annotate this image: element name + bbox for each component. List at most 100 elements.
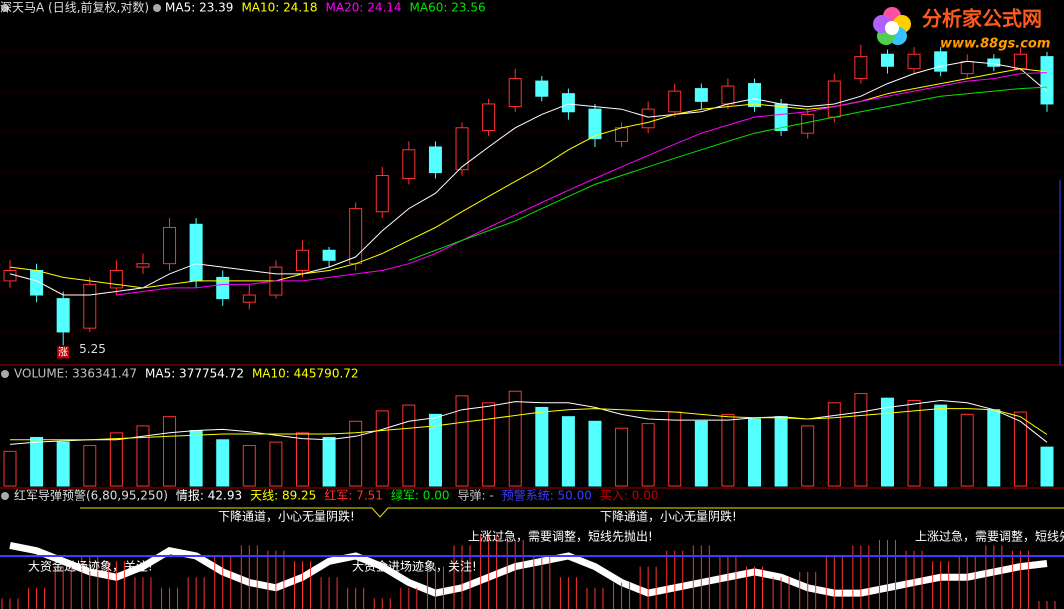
volume-bar xyxy=(3,450,17,487)
candle-body xyxy=(349,208,363,265)
legend-label: 买入: 0.00 xyxy=(600,489,659,503)
volume-bar xyxy=(987,409,1001,487)
candle-body xyxy=(322,249,336,261)
candle-body xyxy=(1013,53,1027,70)
menu-icon xyxy=(1,370,9,378)
candle-body xyxy=(907,53,921,70)
candle-body xyxy=(748,83,762,108)
legend-label: MA10: 445790.72 xyxy=(252,367,359,381)
candle-body xyxy=(1040,56,1054,105)
volume-bar xyxy=(83,445,97,487)
candle-body xyxy=(801,113,815,134)
annotation: 大资金进场迹象，关注! xyxy=(352,559,477,574)
annotation: 下降通道，小心无量阴跌! xyxy=(218,509,355,524)
marker: 涨 xyxy=(58,346,68,358)
legend-label: MA10: 24.18 xyxy=(241,1,317,15)
volume-bar xyxy=(402,404,416,487)
volume-bar xyxy=(1013,411,1027,487)
candle-body xyxy=(668,90,682,113)
ma-line xyxy=(9,68,1048,289)
candle-body xyxy=(880,53,894,67)
volume-bar xyxy=(694,420,708,487)
candle-body xyxy=(163,226,177,265)
volume-bar xyxy=(1040,446,1054,487)
ma-line xyxy=(9,60,1048,296)
candle-body xyxy=(854,56,868,80)
volume-ma-line xyxy=(9,399,1048,445)
volume-ma-line xyxy=(10,408,1048,441)
legend-label: 绿军: 0.00 xyxy=(391,488,450,503)
volume-bar xyxy=(854,393,868,487)
candle-body xyxy=(561,93,575,113)
legend-label: MA60: 23.56 xyxy=(410,1,486,15)
candle-body xyxy=(216,276,230,300)
volume-bar xyxy=(216,439,230,487)
candle-body xyxy=(588,108,602,140)
legend-label: 预警系统: 50.00 xyxy=(502,488,592,503)
volume-bar xyxy=(561,416,575,487)
candle-body xyxy=(428,146,442,174)
volume-bar xyxy=(748,418,762,487)
volume-bar xyxy=(588,420,602,487)
volume-bar xyxy=(482,402,496,487)
candle-body xyxy=(641,108,655,129)
annotation: 上涨过急，需要调整，短线先抛出! xyxy=(468,529,653,544)
volume-bar xyxy=(428,413,442,487)
volume-bar xyxy=(774,416,788,487)
legend-label: 红军: 7.51 xyxy=(324,488,383,503)
candle-body xyxy=(960,60,974,75)
dotted-guides xyxy=(0,51,1064,333)
volume-bar xyxy=(56,441,70,487)
candle-body xyxy=(56,298,70,333)
menu-icon xyxy=(1,492,9,500)
volume-bar xyxy=(269,441,283,487)
volume-bar xyxy=(189,430,203,487)
legend-label: 导弹: - xyxy=(457,489,493,503)
candle-body xyxy=(402,149,416,179)
legend-label: MA5: 23.39 xyxy=(165,1,233,15)
volume-bar xyxy=(295,432,309,487)
menu-icon xyxy=(1,4,9,12)
annotation: 大资金进场迹象，关注! xyxy=(28,559,153,574)
volume-bar xyxy=(668,411,682,487)
volume-bar xyxy=(827,402,841,487)
volume-bar xyxy=(615,427,629,487)
candle-body xyxy=(455,127,469,171)
candle-body xyxy=(189,223,203,282)
volume-bar xyxy=(375,410,389,487)
volume-bar xyxy=(960,413,974,487)
candle-body xyxy=(934,51,948,72)
volume-bar xyxy=(880,397,894,487)
logo xyxy=(873,7,911,45)
volume-bar xyxy=(907,399,921,487)
legend-label: 天线: 89.25 xyxy=(250,489,316,503)
candle-body xyxy=(295,249,309,272)
legend-label: 红军导弹预警(6,80,95,250) xyxy=(14,488,168,503)
bracket-line xyxy=(80,507,1064,518)
candle-body xyxy=(83,283,97,329)
indicator-line xyxy=(9,541,1048,597)
ma-line xyxy=(116,72,1048,296)
volume-bar xyxy=(641,423,655,487)
candle-body xyxy=(987,58,1001,67)
watermark-title: 分析家公式网 xyxy=(922,7,1042,31)
volume-bar xyxy=(109,432,123,487)
candle-body xyxy=(242,294,256,303)
menu-icon xyxy=(153,4,162,12)
candle-body xyxy=(375,175,389,213)
volume-bar xyxy=(30,436,44,487)
legend-label: MA5: 377754.72 xyxy=(145,367,244,381)
marker-box xyxy=(57,346,70,359)
volume-bar xyxy=(934,404,948,487)
volume-bar xyxy=(508,390,522,487)
candle-body xyxy=(827,80,841,118)
legend-label: MA20: 24.14 xyxy=(326,1,402,15)
annotation: 上涨过急，需要调整，短线先抛出! xyxy=(915,529,1064,544)
volume-bar xyxy=(455,395,469,487)
ma-line xyxy=(408,86,1048,261)
candle-body xyxy=(721,85,735,105)
volume-bar xyxy=(163,416,177,487)
volume-bar xyxy=(242,445,256,487)
candle-body xyxy=(694,88,708,102)
